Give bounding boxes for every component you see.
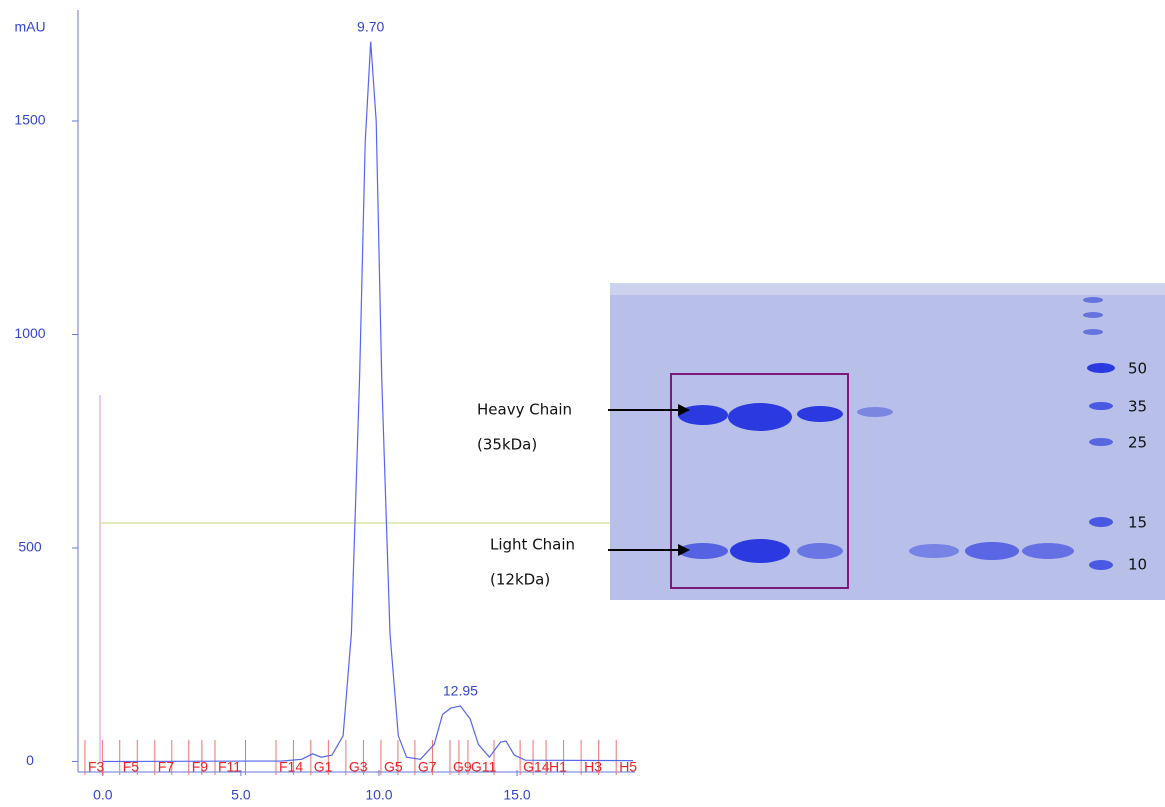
peak-label: 12.95 [443, 683, 478, 699]
y-tick-label: 0 [26, 752, 34, 768]
heavy-chain-label: Heavy Chain [477, 401, 572, 419]
x-tick-label: 0.0 [93, 787, 113, 803]
page: mAU Heavy Chain (35kDa) Light Chain (12k… [0, 0, 1165, 807]
marker-size-label: 25 [1128, 434, 1147, 452]
y-tick-label: 1000 [14, 325, 45, 341]
fraction-label: G11 [471, 759, 497, 775]
fraction-label: H3 [584, 759, 602, 775]
marker-size-label: 10 [1128, 556, 1147, 574]
peak-label: 9.70 [357, 18, 384, 34]
y-tick-label: 1500 [14, 112, 45, 128]
y-axis-label: mAU [14, 19, 45, 35]
fraction-label: G5 [384, 759, 403, 775]
marker-size-label: 50 [1128, 360, 1147, 378]
marker-size-label: 35 [1128, 398, 1147, 416]
fraction-label: G3 [349, 759, 368, 775]
x-tick-label: 15.0 [503, 787, 530, 803]
light-size-label: (12kDa) [490, 571, 550, 589]
gel-edge [610, 283, 1165, 295]
fraction-label: G7 [418, 759, 437, 775]
heavy-size-label: (35kDa) [477, 436, 537, 454]
fraction-label: F3 [88, 759, 105, 775]
fraction-label: G1 [314, 759, 333, 775]
fraction-label: G9 [453, 759, 472, 775]
x-tick-label: 10.0 [365, 787, 392, 803]
light-chain-label: Light Chain [490, 536, 575, 554]
x-tick-label: 5.0 [231, 787, 251, 803]
marker-size-label: 15 [1128, 514, 1147, 532]
fraction-label: H1 [549, 759, 567, 775]
y-tick-label: 500 [18, 539, 42, 555]
gel-image [610, 283, 1165, 600]
